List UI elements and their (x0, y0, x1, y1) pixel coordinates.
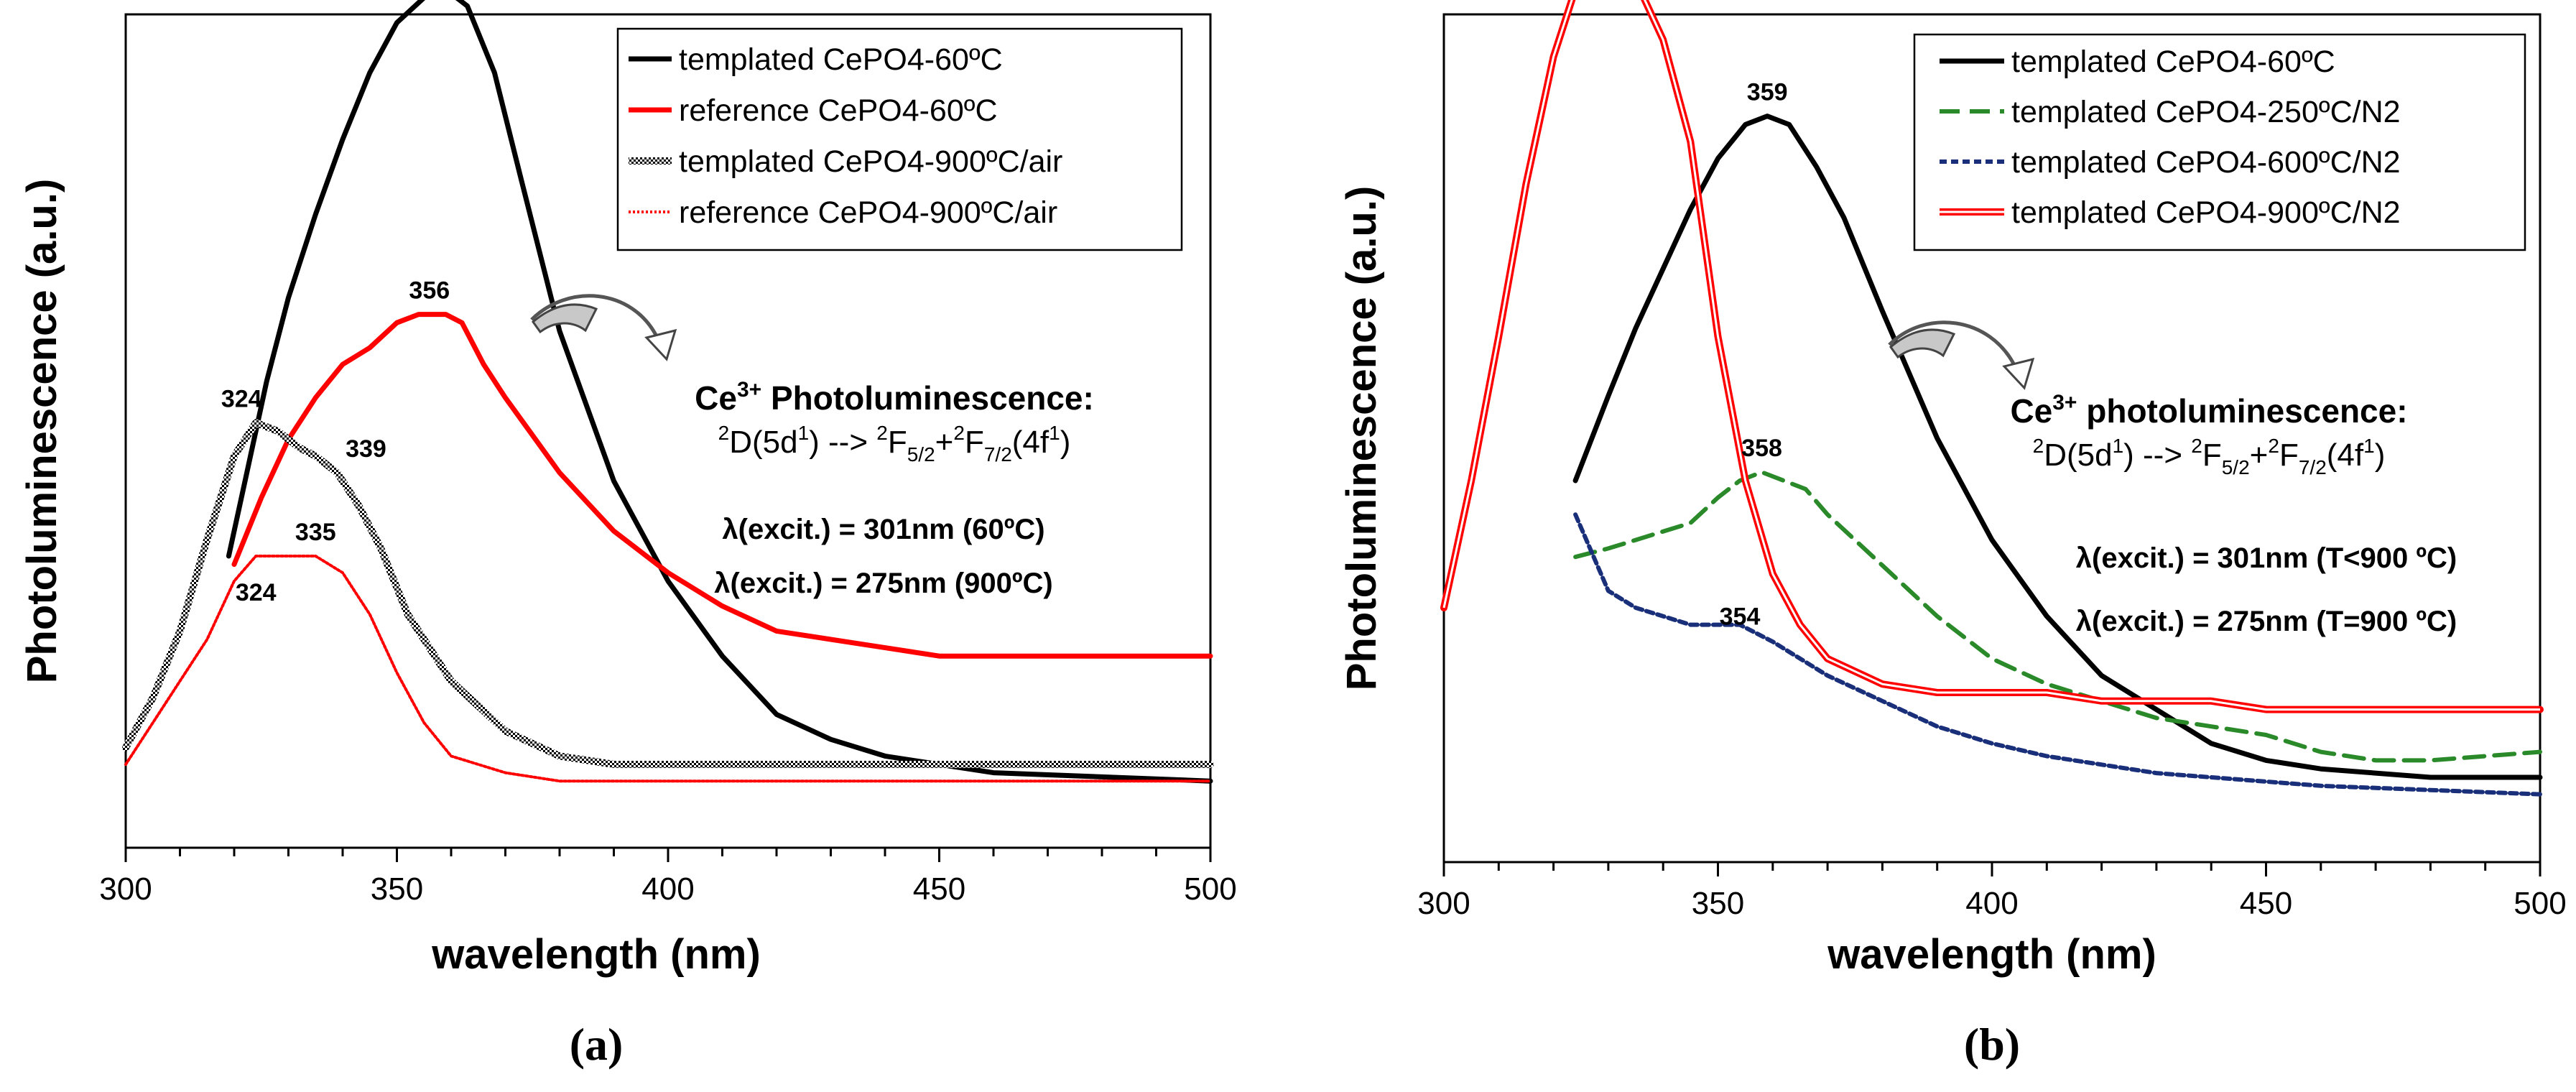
panel-label: (a) (570, 1019, 624, 1070)
legend-entry: templated CePO4-900ºC/N2 (2011, 195, 2401, 230)
photoluminescence-title: Ce3+ Photoluminescence: (695, 378, 1094, 417)
x-axis-label: wavelength (nm) (1827, 931, 2156, 978)
peak-label: 358 (1741, 435, 1782, 462)
photoluminescence-title: Ce3+ photoluminescence: (2010, 391, 2407, 430)
excitation-text-2: λ(excit.) = 275nm (T=900 ºC) (2076, 606, 2457, 637)
excitation-text-1: λ(excit.) = 301nm (60ºC) (722, 514, 1044, 545)
series-line-0 (226, 0, 1213, 784)
curved-arrow-icon (530, 294, 677, 361)
peak-annotations: 326335359358354 (1720, 79, 1788, 631)
x-axis-label: wavelength (nm) (431, 931, 761, 978)
x-axis-ticks (1442, 862, 2542, 876)
legend-entry: templated CePO4-60ºC (2011, 45, 2335, 79)
series-line-2 (122, 419, 1214, 768)
legend-entry: templated CePO4-250ºC/N2 (2011, 95, 2401, 129)
excitation-text-1: λ(excit.) = 301nm (T<900 ºC) (2076, 542, 2457, 574)
transition-text: 2D(5d1) --> 2F5/2+2F7/2(4f1) (718, 422, 1071, 466)
x-axis-tick-labels: 300 350 400 450 500 (99, 871, 1236, 907)
series-group (1440, 0, 2544, 797)
series-line-1 (1573, 470, 2542, 763)
x-tick-label: 450 (2240, 886, 2292, 921)
x-tick-label: 300 (99, 871, 152, 907)
excitation-text-2: λ(excit.) = 275nm (900ºC) (714, 568, 1052, 599)
x-tick-label: 500 (1184, 871, 1236, 907)
legend-entry: templated CePO4-60ºC (679, 42, 1003, 77)
peak-label: 339 (346, 435, 386, 463)
peak-label: 324 (221, 385, 262, 412)
series-line-3-inner (1442, 0, 2540, 711)
panel-label: (b) (1964, 1019, 2020, 1070)
x-axis-ticks (124, 848, 1212, 862)
series-group (122, 0, 1214, 784)
info-text-block: Ce3+ photoluminescence: 2D(5d1) --> 2F5/… (2010, 391, 2457, 637)
x-tick-label: 400 (1965, 886, 2018, 921)
y-axis-label: Photoluminescence (a.u.) (1338, 186, 1385, 691)
peak-label: 354 (1720, 603, 1761, 631)
legend-entry: reference CePO4-60ºC (679, 93, 998, 128)
x-tick-label: 350 (1692, 886, 1744, 921)
y-axis-label: Photoluminescence (a.u.) (19, 179, 65, 684)
x-tick-label: 300 (1417, 886, 1470, 921)
peak-label: 324 (236, 579, 277, 606)
series-line-0 (1572, 114, 2543, 780)
legend-entry: templated CePO4-900ºC/air (679, 144, 1062, 179)
x-tick-label: 350 (371, 871, 423, 907)
x-tick-label: 400 (641, 871, 694, 907)
info-text-block: Ce3+ Photoluminescence: 2D(5d1) --> 2F5/… (695, 378, 1094, 599)
peak-label: 359 (1747, 79, 1788, 106)
x-tick-label: 450 (913, 871, 965, 907)
peak-label: 356 (409, 277, 450, 305)
legend-box (616, 27, 1183, 251)
x-tick-label: 500 (2514, 886, 2566, 921)
series-line-1 (231, 312, 1213, 659)
legend-entry: reference CePO4-900ºC/air (679, 195, 1057, 230)
legend-entry: templated CePO4-600ºC/N2 (2011, 145, 2401, 180)
series-line-2 (1573, 512, 2542, 797)
legend: templated CePO4-60ºC reference CePO4-60º… (616, 27, 1183, 251)
curved-arrow-icon (1888, 320, 2035, 390)
peak-annotations: 359356324339335324 (221, 277, 450, 606)
series-line-3 (124, 555, 1212, 783)
transition-text: 2D(5d1) --> 2F5/2+2F7/2(4f1) (2033, 435, 2386, 478)
peak-label: 335 (295, 519, 336, 546)
x-axis-tick-labels: 300 350 400 450 500 (1417, 886, 2566, 921)
legend: templated CePO4-60ºC templated CePO4-250… (1913, 33, 2526, 251)
legend-box (1913, 33, 2526, 251)
